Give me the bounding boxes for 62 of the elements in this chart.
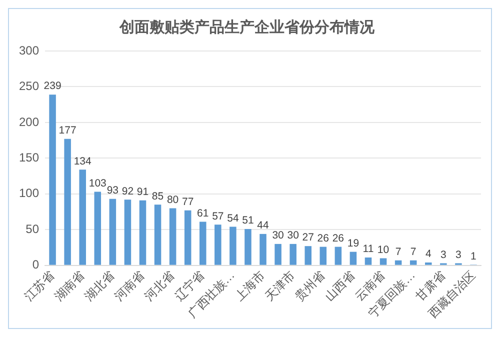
bar xyxy=(304,246,312,265)
bar xyxy=(139,200,146,265)
y-tick-label: 0 xyxy=(32,258,40,272)
bar xyxy=(394,260,402,265)
bar xyxy=(274,244,282,265)
data-label: 44 xyxy=(257,220,270,232)
bar xyxy=(184,210,192,265)
bar xyxy=(410,260,417,265)
data-label: 7 xyxy=(395,246,402,258)
data-label: 30 xyxy=(287,230,300,242)
bar xyxy=(124,200,132,265)
data-label: 93 xyxy=(106,184,119,197)
data-label: 134 xyxy=(74,155,92,168)
y-tick-label: 50 xyxy=(26,222,40,236)
data-label: 57 xyxy=(212,210,224,222)
bar xyxy=(64,138,71,265)
y-tick-label: 100 xyxy=(18,186,40,200)
bar xyxy=(334,246,342,265)
bar xyxy=(290,244,296,265)
bar xyxy=(244,228,252,265)
bar xyxy=(94,192,102,265)
bar xyxy=(320,246,327,265)
data-label: 177 xyxy=(58,124,76,137)
data-label: 3 xyxy=(440,248,446,261)
data-label: 11 xyxy=(362,243,374,256)
data-label: 77 xyxy=(182,196,194,208)
bar xyxy=(214,224,222,265)
chart-title: 创面敷贴类产品生产企业省份分布情况 xyxy=(118,19,376,36)
data-label: 19 xyxy=(347,237,360,250)
data-label: 91 xyxy=(136,186,149,198)
bar xyxy=(49,94,56,265)
data-label: 61 xyxy=(197,207,209,220)
data-label: 3 xyxy=(456,248,462,261)
bar xyxy=(169,208,176,265)
bar xyxy=(154,204,162,265)
data-label: 26 xyxy=(332,232,344,244)
data-label: 54 xyxy=(227,212,239,224)
bar xyxy=(230,226,236,265)
bar xyxy=(380,258,387,265)
y-tick-label: 300 xyxy=(18,43,40,58)
data-label: 30 xyxy=(272,230,284,242)
y-tick-label: 150 xyxy=(18,150,40,165)
data-label: 4 xyxy=(425,248,432,260)
data-label: 7 xyxy=(410,246,416,258)
data-label: 85 xyxy=(152,190,164,202)
data-label: 80 xyxy=(166,194,179,206)
data-label: 26 xyxy=(317,232,330,244)
data-label: 103 xyxy=(88,177,107,190)
bar xyxy=(79,170,86,265)
data-label: 92 xyxy=(122,185,134,198)
bar xyxy=(350,252,357,265)
bar xyxy=(109,198,116,265)
y-tick-label: 200 xyxy=(18,114,40,129)
y-tick-label: 250 xyxy=(18,79,40,94)
data-label: 51 xyxy=(242,214,254,227)
data-label: 10 xyxy=(377,244,390,256)
data-label: 27 xyxy=(302,232,314,244)
data-label: 1 xyxy=(470,250,477,262)
bar xyxy=(364,258,372,265)
bar xyxy=(260,234,266,265)
data-label: 239 xyxy=(44,80,62,92)
bar xyxy=(199,222,206,265)
